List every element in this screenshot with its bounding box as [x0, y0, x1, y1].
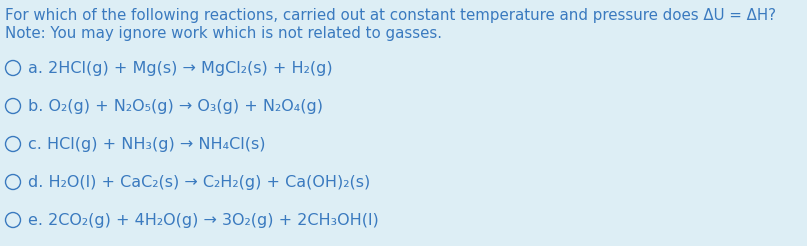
Text: a. 2HCl(g) + Mg(s) → MgCl₂(s) + H₂(g): a. 2HCl(g) + Mg(s) → MgCl₂(s) + H₂(g): [28, 61, 332, 76]
Text: For which of the following reactions, carried out at constant temperature and pr: For which of the following reactions, ca…: [5, 8, 776, 23]
Text: Note: You may ignore work which is not related to gasses.: Note: You may ignore work which is not r…: [5, 26, 442, 41]
Text: e. 2CO₂(g) + 4H₂O(g) → 3O₂(g) + 2CH₃OH(l): e. 2CO₂(g) + 4H₂O(g) → 3O₂(g) + 2CH₃OH(l…: [28, 213, 378, 228]
Text: b. O₂(g) + N₂O₅(g) → O₃(g) + N₂O₄(g): b. O₂(g) + N₂O₅(g) → O₃(g) + N₂O₄(g): [28, 98, 323, 113]
Text: d. H₂O(l) + CaC₂(s) → C₂H₂(g) + Ca(OH)₂(s): d. H₂O(l) + CaC₂(s) → C₂H₂(g) + Ca(OH)₂(…: [28, 174, 370, 189]
Text: c. HCl(g) + NH₃(g) → NH₄Cl(s): c. HCl(g) + NH₃(g) → NH₄Cl(s): [28, 137, 266, 152]
